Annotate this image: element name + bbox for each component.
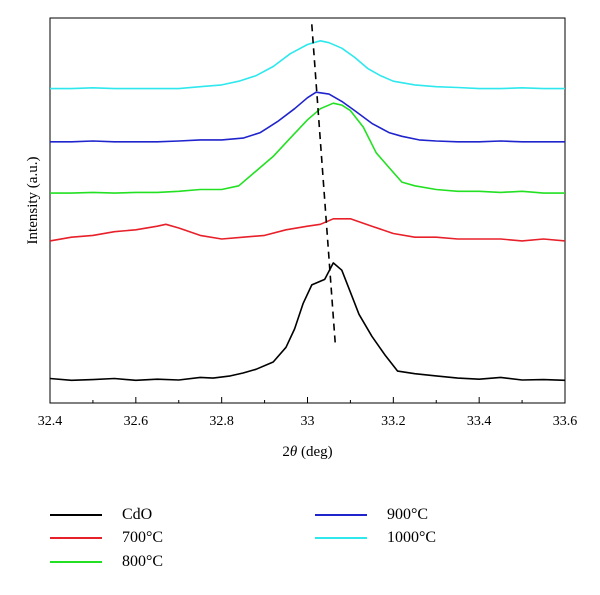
series-line-800c <box>50 102 565 194</box>
x-tick-label: 33 <box>301 414 315 429</box>
x-tick-label: 32.8 <box>209 414 234 429</box>
series-line-cdo <box>49 262 566 382</box>
x-tick-label: 32.6 <box>124 414 149 429</box>
x-tick-label: 33.2 <box>381 414 406 429</box>
y-axis-title: Intensity (a.u.) <box>25 157 41 245</box>
x-tick-label: 33.6 <box>553 414 578 429</box>
x-axis-title: 2θ (deg) <box>282 444 332 460</box>
x-ticks: 32.4 32.6 32.8 33 33.2 33.4 33.6 <box>38 397 578 429</box>
series-line-900c <box>50 91 565 143</box>
dashed-guide <box>310 24 337 346</box>
curves <box>49 40 566 382</box>
x-tick-label: 33.4 <box>467 414 492 429</box>
series-line-700c <box>49 218 566 242</box>
plot-frame <box>49 17 566 404</box>
series-line-1000c <box>50 40 565 90</box>
peak-shift-guide-line <box>310 24 337 346</box>
x-tick-label: 32.4 <box>38 414 63 429</box>
plot-border <box>49 17 566 404</box>
